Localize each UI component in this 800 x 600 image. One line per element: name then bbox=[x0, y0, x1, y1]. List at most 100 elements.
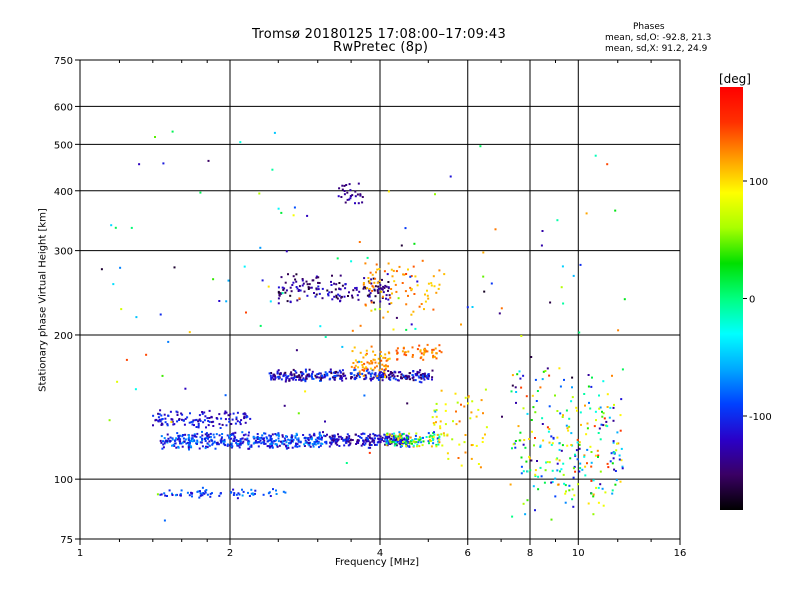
grid-layer bbox=[80, 60, 680, 539]
data-point bbox=[215, 417, 218, 419]
data-point bbox=[304, 436, 306, 439]
data-point bbox=[367, 438, 370, 441]
y-tick-label: 200 bbox=[54, 331, 73, 342]
data-point bbox=[354, 433, 357, 436]
data-point bbox=[558, 459, 561, 462]
data-point bbox=[520, 335, 523, 337]
data-point bbox=[308, 283, 311, 286]
data-point bbox=[351, 296, 354, 299]
data-point bbox=[272, 375, 275, 377]
data-point bbox=[380, 373, 383, 376]
data-point bbox=[418, 436, 421, 439]
data-point bbox=[408, 432, 411, 435]
data-point bbox=[199, 441, 202, 444]
x-axis-label: Frequency [MHz] bbox=[335, 557, 420, 568]
data-point bbox=[439, 425, 442, 428]
data-point bbox=[277, 432, 280, 435]
data-point bbox=[253, 437, 256, 440]
data-point bbox=[397, 437, 400, 440]
data-point bbox=[195, 426, 198, 428]
data-point bbox=[280, 378, 283, 381]
data-point bbox=[218, 494, 221, 497]
data-point bbox=[534, 469, 537, 472]
data-point bbox=[254, 492, 256, 495]
data-point bbox=[244, 433, 247, 436]
data-point bbox=[370, 379, 373, 382]
data-point bbox=[364, 442, 367, 445]
data-point bbox=[400, 445, 403, 448]
data-point bbox=[407, 268, 409, 271]
data-point bbox=[201, 439, 204, 442]
data-point bbox=[269, 443, 272, 446]
data-point bbox=[267, 439, 270, 442]
data-point bbox=[477, 408, 480, 411]
data-point bbox=[374, 366, 376, 369]
data-point bbox=[191, 423, 194, 426]
data-point bbox=[432, 356, 434, 359]
data-point bbox=[222, 440, 225, 443]
data-point bbox=[359, 373, 362, 376]
data-point bbox=[614, 209, 617, 212]
data-point bbox=[198, 496, 201, 499]
data-point bbox=[283, 404, 286, 407]
data-point bbox=[391, 433, 394, 436]
data-point bbox=[534, 473, 537, 476]
data-point bbox=[189, 412, 191, 415]
data-point bbox=[382, 356, 385, 359]
data-point bbox=[304, 380, 307, 383]
data-point bbox=[297, 290, 300, 292]
data-point bbox=[375, 443, 378, 446]
data-point bbox=[180, 489, 183, 492]
data-point bbox=[534, 437, 536, 439]
data-point bbox=[324, 336, 327, 338]
data-point bbox=[416, 443, 419, 446]
data-point bbox=[308, 433, 311, 436]
data-point bbox=[536, 390, 539, 392]
data-point bbox=[402, 273, 405, 276]
data-point bbox=[371, 437, 374, 440]
data-point bbox=[463, 441, 466, 444]
data-point bbox=[281, 442, 284, 445]
data-point bbox=[217, 443, 220, 446]
data-point bbox=[305, 436, 308, 439]
data-point bbox=[590, 479, 593, 482]
data-point bbox=[388, 433, 391, 436]
data-point bbox=[398, 431, 401, 434]
data-point bbox=[358, 376, 361, 379]
data-point bbox=[225, 411, 228, 414]
data-point bbox=[398, 434, 401, 437]
data-point bbox=[233, 492, 236, 495]
data-point bbox=[438, 269, 441, 272]
data-point bbox=[309, 445, 312, 448]
data-point bbox=[391, 440, 394, 443]
data-point bbox=[388, 357, 391, 360]
data-point bbox=[598, 427, 601, 430]
data-point bbox=[239, 442, 242, 445]
data-point bbox=[209, 495, 212, 498]
data-point bbox=[375, 263, 378, 266]
data-point bbox=[541, 417, 544, 420]
data-point bbox=[539, 444, 542, 447]
data-point bbox=[434, 347, 437, 350]
data-point bbox=[381, 288, 384, 291]
data-point bbox=[417, 375, 420, 378]
data-point bbox=[434, 410, 437, 413]
data-point bbox=[590, 465, 593, 468]
data-point bbox=[188, 436, 190, 439]
data-point bbox=[542, 439, 545, 442]
data-point bbox=[606, 163, 609, 166]
data-point bbox=[374, 437, 376, 440]
data-point bbox=[415, 438, 418, 441]
data-point bbox=[287, 273, 289, 276]
data-point bbox=[316, 436, 319, 439]
data-point bbox=[407, 441, 410, 444]
colorbar-tick-label: 0 bbox=[749, 295, 755, 306]
data-point bbox=[402, 375, 405, 378]
data-point bbox=[383, 270, 386, 273]
data-point bbox=[164, 417, 167, 420]
data-point bbox=[427, 282, 430, 285]
data-point bbox=[522, 443, 525, 446]
data-point bbox=[267, 285, 270, 288]
data-point bbox=[612, 419, 615, 422]
data-point bbox=[390, 288, 393, 290]
